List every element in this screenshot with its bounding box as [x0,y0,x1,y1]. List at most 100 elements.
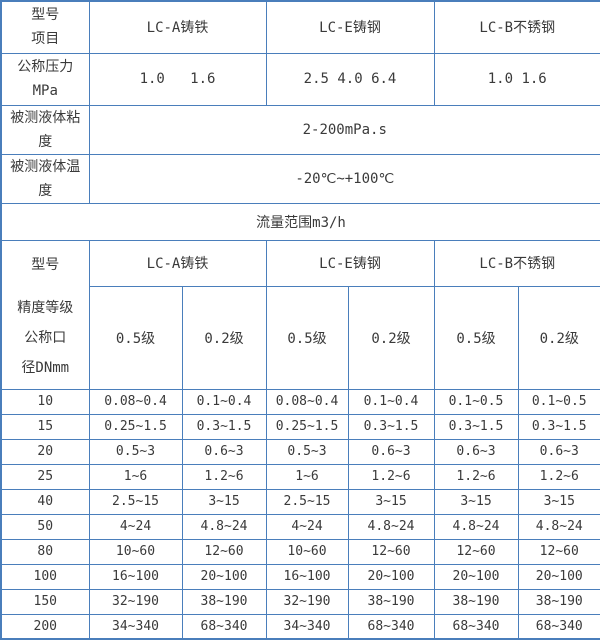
flow-cell: 4~24 [265,513,349,540]
flow-cell: 1~6 [265,463,349,490]
flow-cell: 0.1~0.4 [347,388,435,415]
flow-cell: 34~340 [88,613,183,640]
pressure-row: 公称压力 MPa 1.0 1.6 2.5 4.0 6.4 1.0 1.6 [0,52,600,106]
flow-cell: 4.8~24 [347,513,435,540]
header-row: 型号 项目 LC-A铸铁 LC-E铸钢 LC-B不锈钢 [0,0,600,54]
flow-cell: 0.25~1.5 [265,413,349,440]
dn-cell: 50 [0,513,90,540]
flow-cell: 20~100 [347,563,435,590]
flow-cell: 1.2~6 [347,463,435,490]
material-header2-lcb: LC-B不锈钢 [433,239,600,287]
flow-cell: 38~190 [347,588,435,615]
table-row-dn200: 200 34~340 68~340 34~340 68~340 68~340 6… [0,613,600,640]
flow-cell: 4.8~24 [181,513,267,540]
flow-cell: 16~100 [265,563,349,590]
table-row-dn150: 150 32~190 38~190 32~190 38~190 38~190 3… [0,588,600,615]
flow-cell: 0.3~1.5 [517,413,600,440]
flow-cell: 32~190 [265,588,349,615]
viscosity-value: 2-200mPa.s [88,104,600,155]
flow-banner-row: 流量范围m3/h [0,202,600,241]
flow-cell: 1.2~6 [433,463,519,490]
table-row-dn20: 20 0.5~3 0.6~3 0.5~3 0.6~3 0.6~3 0.6~3 [0,438,600,465]
dn-cell: 20 [0,438,90,465]
pressure-value-lce: 2.5 4.0 6.4 [265,52,435,106]
flow-cell: 0.1~0.5 [433,388,519,415]
flow-cell: 34~340 [265,613,349,640]
pressure-label: 公称压力 MPa [0,52,90,106]
flow-cell: 38~190 [181,588,267,615]
dn-cell: 80 [0,538,90,565]
material-header-lca: LC-A铸铁 [88,0,267,54]
temperature-label: 被测液体温 度 [0,153,90,204]
material-header2-lce: LC-E铸钢 [265,239,435,287]
accuracy-row: 0.5级 0.2级 0.5级 0.2级 0.5级 0.2级 [1,285,600,390]
flow-cell: 0.1~0.5 [517,388,600,415]
table-row-dn40: 40 2.5~15 3~15 2.5~15 3~15 3~15 3~15 [0,488,600,515]
corner-merge-wrap: 型号 精度等级 公称口 径DNmm [2,241,88,388]
table-row-dn15: 15 0.25~1.5 0.3~1.5 0.25~1.5 0.3~1.5 0.3… [0,413,600,440]
flow-cell: 12~60 [433,538,519,565]
corner-model-accuracy-cell: 型号 精度等级 公称口 径DNmm [0,239,90,390]
flow-cell: 1.2~6 [517,463,600,490]
flow-cell: 3~15 [433,488,519,515]
flow-cell: 12~60 [181,538,267,565]
flow-cell: 0.5~3 [265,438,349,465]
flow-cell: 20~100 [433,563,519,590]
flow-cell: 12~60 [517,538,600,565]
flow-cell: 4.8~24 [517,513,600,540]
flow-cell: 2.5~15 [265,488,349,515]
material-header-lcb: LC-B不锈钢 [433,0,600,54]
dn-cell: 40 [0,488,90,515]
dn-cell: 150 [0,588,90,615]
flow-cell: 0.6~3 [347,438,435,465]
flow-cell: 0.5~3 [88,438,183,465]
flow-cell: 16~100 [88,563,183,590]
table-row-dn10: 10 0.08~0.4 0.1~0.4 0.08~0.4 0.1~0.4 0.1… [0,388,600,415]
flow-cell: 12~60 [347,538,435,565]
table-row-dn50: 50 4~24 4.8~24 4~24 4.8~24 4.8~24 4.8~24 [0,513,600,540]
flow-cell: 10~60 [265,538,349,565]
flow-cell: 32~190 [88,588,183,615]
corner-model-item-cell: 型号 项目 [0,0,90,54]
accuracy-cell-4: 0.5级 [433,285,519,390]
material-row-2: 型号 精度等级 公称口 径DNmm LC-A铸铁 LC-E铸钢 LC-B不锈钢 [0,239,600,390]
dn-cell: 25 [0,463,90,490]
dn-cell: 100 [0,563,90,590]
flow-cell: 0.3~1.5 [433,413,519,440]
flow-cell: 0.1~0.4 [181,388,267,415]
viscosity-label: 被测液体粘 度 [0,104,90,155]
material-header-lce: LC-E铸钢 [265,0,435,54]
flow-cell: 1~6 [88,463,183,490]
dn-cell: 10 [0,388,90,415]
flow-cell: 0.08~0.4 [88,388,183,415]
flow-cell: 1.2~6 [181,463,267,490]
flow-cell: 0.25~1.5 [88,413,183,440]
viscosity-row: 被测液体粘 度 2-200mPa.s [0,104,600,155]
flow-cell: 68~340 [181,613,267,640]
flow-cell: 3~15 [347,488,435,515]
flow-cell: 0.6~3 [517,438,600,465]
accuracy-cell-3: 0.2级 [347,285,435,390]
flow-cell: 38~190 [517,588,600,615]
pressure-value-lcb: 1.0 1.6 [433,52,600,106]
pressure-value-lca: 1.0 1.6 [88,52,267,106]
accuracy-cell-0: 0.5级 [88,285,183,390]
dn-cell: 15 [0,413,90,440]
table-row-dn25: 25 1~6 1.2~6 1~6 1.2~6 1.2~6 1.2~6 [0,463,600,490]
flow-cell: 3~15 [517,488,600,515]
flow-cell: 10~60 [88,538,183,565]
accuracy-dn-label: 精度等级 公称口 径DNmm [17,299,74,376]
temperature-row: 被测液体温 度 -20℃~+100℃ [0,153,600,204]
flow-cell: 68~340 [433,613,519,640]
flow-cell: 68~340 [347,613,435,640]
flow-cell: 38~190 [433,588,519,615]
table-row-dn80: 80 10~60 12~60 10~60 12~60 12~60 12~60 [0,538,600,565]
temperature-value: -20℃~+100℃ [88,153,600,204]
flow-cell: 20~100 [181,563,267,590]
flow-cell: 20~100 [517,563,600,590]
flow-cell: 0.6~3 [181,438,267,465]
flow-cell: 4~24 [88,513,183,540]
material-header2-lca: LC-A铸铁 [88,239,267,287]
flow-cell: 0.3~1.5 [181,413,267,440]
